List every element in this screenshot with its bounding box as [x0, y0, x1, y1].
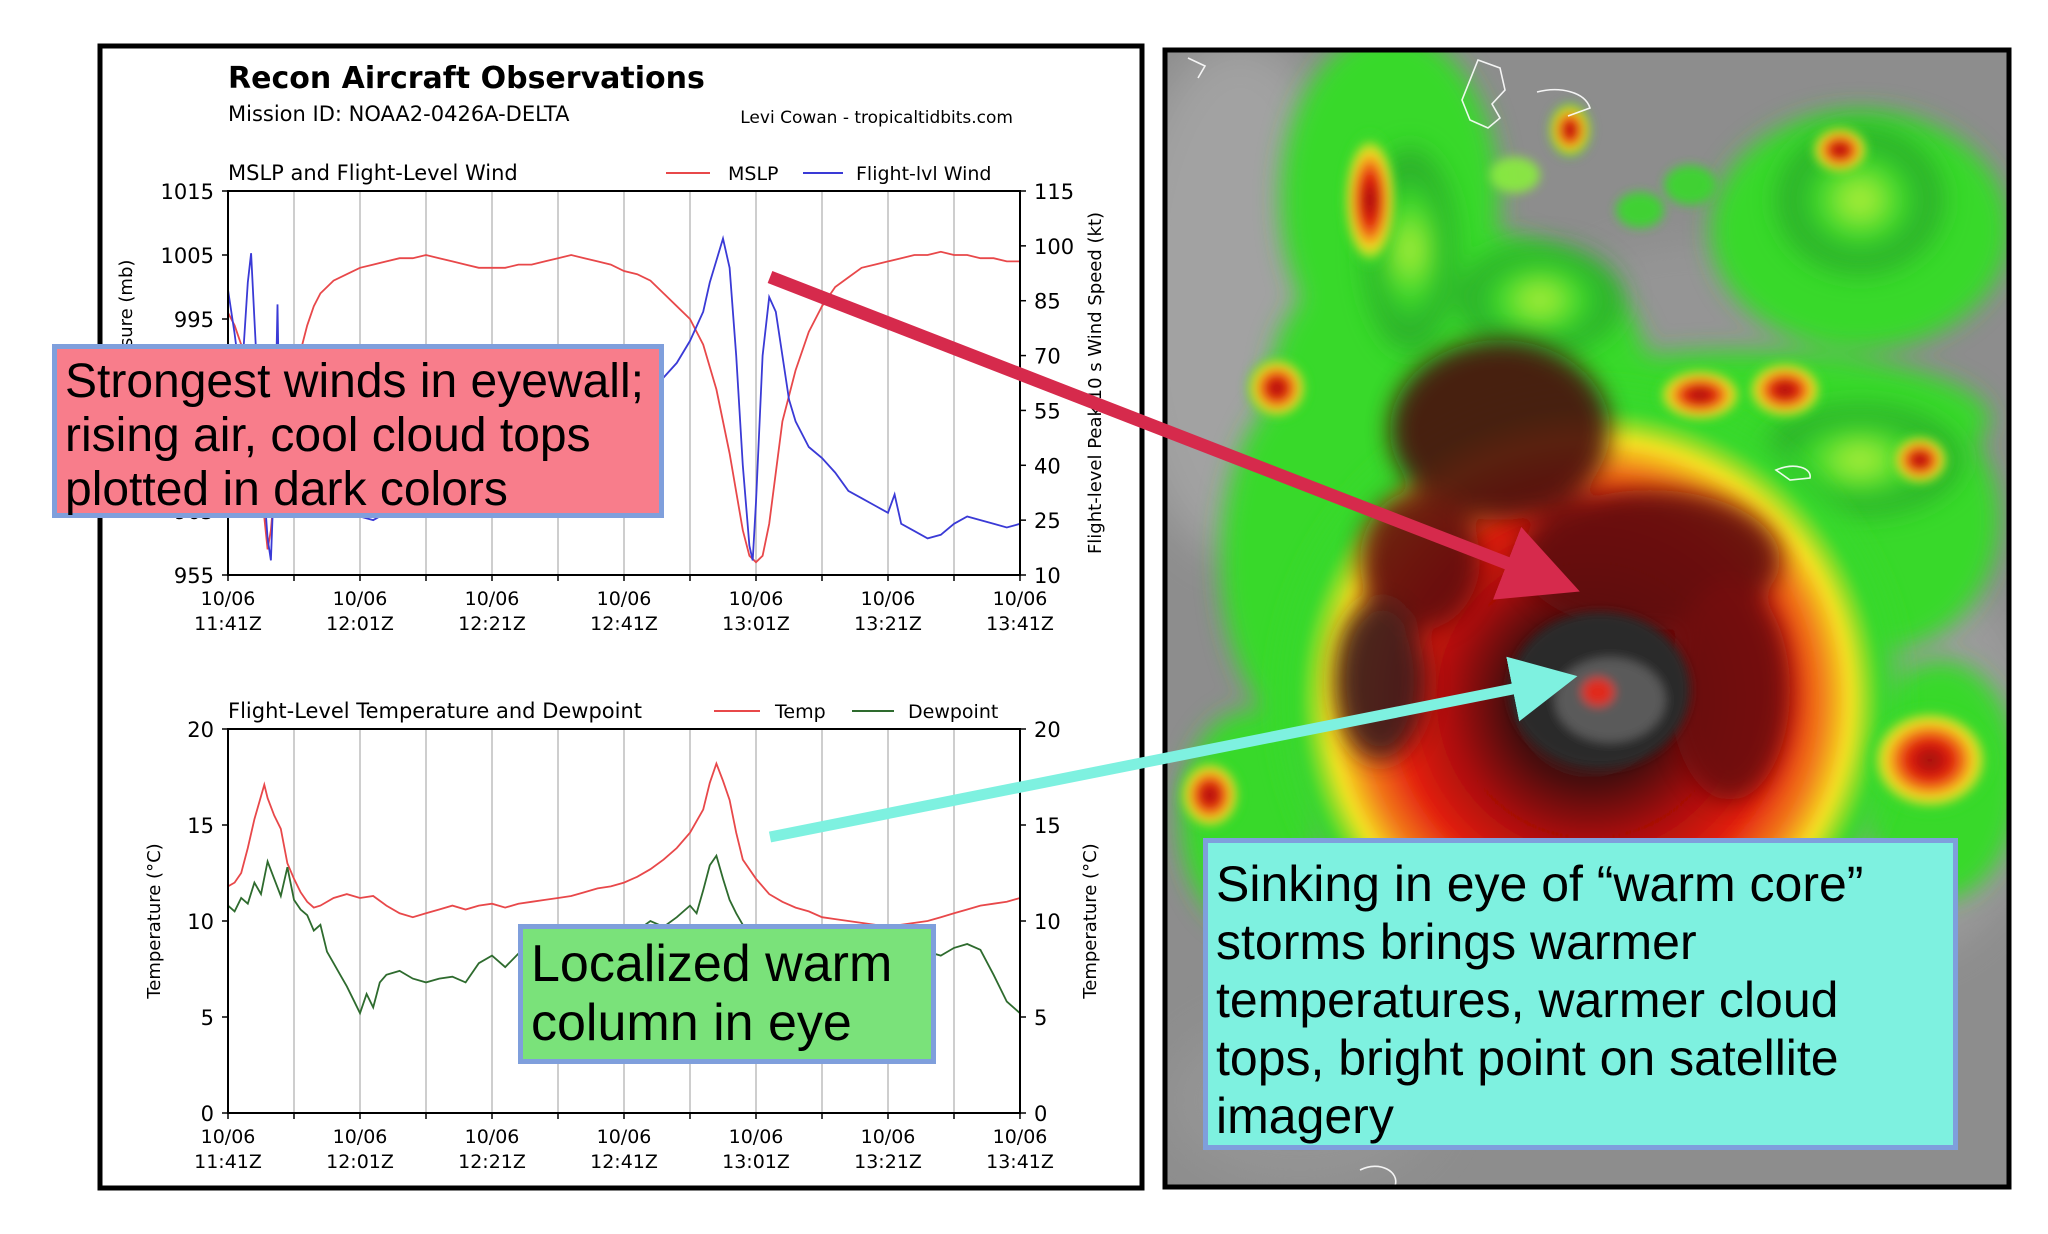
y2-tick-label: 20 [1034, 718, 1061, 742]
x-tick-label-time: 13:01Z [722, 613, 790, 635]
x-tick-label-time: 12:01Z [326, 613, 394, 635]
x-tick-label-time: 13:41Z [986, 613, 1054, 635]
y-tick-label: 995 [174, 308, 214, 332]
y-tick-label: 20 [187, 718, 214, 742]
eyewall-callout: Strongest winds in eyewall; rising air, … [52, 344, 664, 518]
x-tick-label-date: 10/06 [201, 588, 256, 610]
x-tick-label-date: 10/06 [861, 1126, 916, 1148]
temp-dewpoint-ticks: 10/06 11:41Z 10/06 12:01Z 10/06 12:21Z 10/06 12… [187, 718, 1060, 1173]
temp-axis-label-left: Temperature (°C) [144, 843, 165, 999]
wind-axis-label: Flight-level Peak 10 s Wind Speed (kt) [1085, 212, 1106, 554]
x-tick-label-time: 12:41Z [590, 613, 658, 635]
x-tick-label-date: 10/06 [465, 1126, 520, 1148]
chart-main-title: Recon Aircraft Observations [228, 61, 705, 96]
y2-tick-label: 10 [1034, 564, 1061, 588]
y2-tick-label: 15 [1034, 814, 1061, 838]
y2-tick-label: 10 [1034, 910, 1061, 934]
x-tick-label-time: 13:21Z [854, 613, 922, 635]
y2-tick-label: 5 [1034, 1006, 1047, 1030]
legend-mslp-label: MSLP [728, 163, 779, 185]
y2-tick-label: 70 [1034, 345, 1061, 369]
eyewall-callout-line-1: Strongest winds in eyewall; [65, 355, 644, 408]
coastline-outlines [1187, 57, 1811, 1187]
y-tick-label: 1005 [161, 244, 214, 268]
x-tick-label-time: 12:21Z [458, 1151, 526, 1173]
y2-tick-label: 55 [1034, 399, 1061, 423]
y2-tick-label: 100 [1034, 235, 1074, 259]
x-tick-label-date: 10/06 [201, 1126, 256, 1148]
temp-axis-label-right: Temperature (°C) [1080, 843, 1101, 999]
y2-tick-label: 25 [1034, 509, 1061, 533]
eyewall-callout-line-2: rising air, cool cloud tops [65, 409, 591, 463]
y2-tick-label: 40 [1034, 454, 1061, 478]
satellite-panel-frame [1162, 47, 2012, 1190]
mslp-wind-legend: MSLP Flight-lvl Wind [666, 163, 992, 185]
eyewall-arrow [767, 270, 1580, 600]
eyewall-callout-line-3: plotted in dark colors [65, 463, 508, 517]
y-tick-label: 10 [187, 910, 214, 934]
legend-dewpoint-label: Dewpoint [908, 701, 998, 723]
warm-column-callout: Localized warm column in eye [518, 924, 936, 1064]
mslp-wind-title: MSLP and Flight-Level Wind [228, 161, 518, 185]
temp-dewpoint-title: Flight-Level Temperature and Dewpoint [228, 699, 642, 723]
y-tick-label: 955 [174, 564, 214, 588]
temp-dewpoint-legend: Temp Dewpoint [714, 701, 998, 723]
y2-tick-label: 85 [1034, 290, 1061, 314]
warm-eye-point [1582, 678, 1614, 706]
x-tick-label-date: 10/06 [729, 588, 784, 610]
x-tick-label-time: 13:41Z [986, 1151, 1054, 1173]
x-tick-label-date: 10/06 [993, 588, 1048, 610]
x-tick-label-time: 11:41Z [194, 613, 262, 635]
sinking-callout-line-3: temperatures, warmer cloud [1216, 972, 1839, 1028]
y-tick-label: 5 [201, 1006, 214, 1030]
x-tick-label-time: 12:01Z [326, 1151, 394, 1173]
y-tick-label: 0 [201, 1102, 214, 1126]
x-tick-label-time: 13:21Z [854, 1151, 922, 1173]
y-tick-label: 15 [187, 814, 214, 838]
temp-series-line [228, 760, 1020, 928]
sinking-callout-line-5: imagery [1216, 1088, 1394, 1144]
x-tick-label-date: 10/06 [597, 588, 652, 610]
eye-arrow [768, 656, 1578, 843]
x-tick-label-time: 11:41Z [194, 1151, 262, 1173]
sinking-callout-line-1: Sinking in eye of “warm core” [1216, 856, 1864, 912]
mission-id: Mission ID: NOAA2-0426A-DELTA [228, 102, 570, 126]
sinking-callout-line-2: storms brings warmer [1216, 914, 1697, 970]
sinking-callout-line-4: tops, bright point on satellite [1216, 1030, 1839, 1086]
legend-wind-label: Flight-lvl Wind [856, 163, 992, 185]
x-tick-label-time: 13:01Z [722, 1151, 790, 1173]
x-tick-label-date: 10/06 [729, 1126, 784, 1148]
warm-callout-line-1: Localized warm [531, 935, 893, 993]
credit-line: Levi Cowan - tropicaltidbits.com [740, 108, 1013, 128]
x-tick-label-time: 12:41Z [590, 1151, 658, 1173]
y-tick-label: 1015 [161, 180, 214, 204]
warm-callout-line-2: column in eye [531, 993, 852, 1052]
y2-tick-label: 0 [1034, 1102, 1047, 1126]
x-tick-label-date: 10/06 [333, 588, 388, 610]
legend-temp-label: Temp [774, 701, 826, 723]
x-tick-label-date: 10/06 [993, 1126, 1048, 1148]
sinking-eye-callout: Sinking in eye of “warm core” storms bri… [1203, 838, 1958, 1150]
x-tick-label-date: 10/06 [861, 588, 916, 610]
x-tick-label-date: 10/06 [333, 1126, 388, 1148]
x-tick-label-time: 12:21Z [458, 613, 526, 635]
x-tick-label-date: 10/06 [465, 588, 520, 610]
y2-tick-label: 115 [1034, 180, 1074, 204]
x-tick-label-date: 10/06 [597, 1126, 652, 1148]
